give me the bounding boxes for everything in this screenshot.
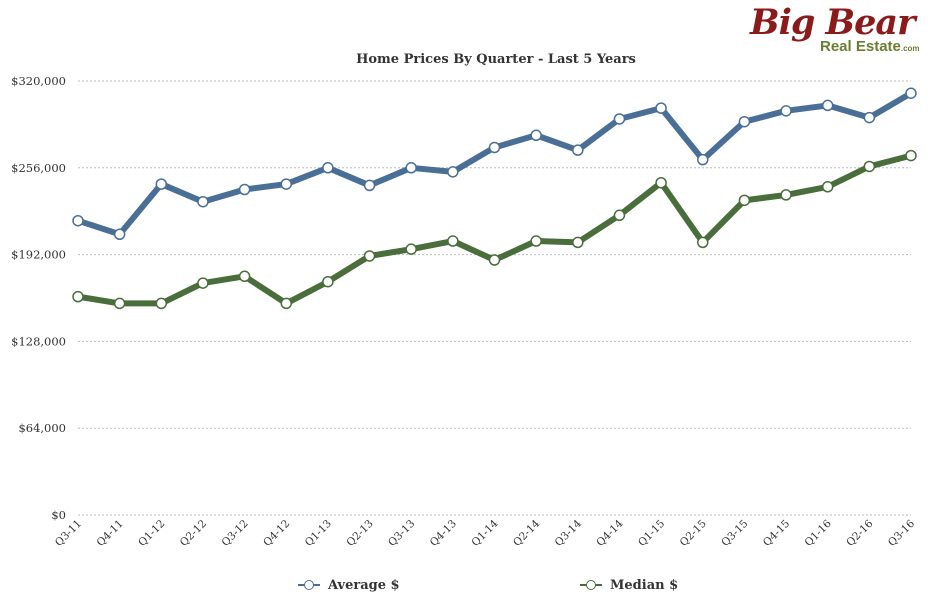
x-tick-label: Q4-11 bbox=[95, 518, 126, 549]
data-point-0 bbox=[197, 195, 209, 208]
x-tick-label: Q4-13 bbox=[428, 518, 459, 549]
data-point-1 bbox=[572, 236, 584, 249]
x-tick-label: Q4-15 bbox=[761, 518, 792, 549]
data-point-1 bbox=[197, 277, 209, 289]
logo-text-top: Big Bear bbox=[750, 2, 916, 43]
x-tick-label: Q3-12 bbox=[219, 518, 250, 549]
x-tick-label: Q2-12 bbox=[178, 518, 209, 549]
chart-title: Home Prices By Quarter - Last 5 Years bbox=[356, 52, 636, 67]
legend-label-average: Average $ bbox=[328, 577, 400, 593]
data-point-1 bbox=[530, 235, 542, 247]
x-tick-label: Q2-14 bbox=[511, 517, 542, 548]
y-tick-label: $64,000 bbox=[18, 421, 66, 435]
data-point-1 bbox=[780, 189, 792, 201]
y-tick-label: $128,000 bbox=[11, 334, 66, 348]
x-tick-label: Q3-14 bbox=[553, 517, 584, 548]
data-point-0 bbox=[155, 178, 168, 190]
legend-item-average[interactable]: Average $ bbox=[298, 575, 400, 595]
data-point-0 bbox=[530, 129, 542, 141]
y-tick-label: $0 bbox=[51, 508, 66, 522]
logo-text-suffix: .com bbox=[900, 44, 920, 53]
company-logo: Big Bear Real Estate.com bbox=[748, 2, 928, 62]
data-point-1 bbox=[238, 270, 251, 283]
data-point-1 bbox=[697, 236, 709, 249]
data-point-0 bbox=[821, 99, 834, 112]
x-tick-label: Q2-16 bbox=[844, 517, 875, 548]
data-point-1 bbox=[155, 297, 168, 310]
data-point-0 bbox=[738, 115, 751, 128]
data-point-1 bbox=[113, 297, 126, 310]
data-point-0 bbox=[280, 178, 292, 190]
data-point-1 bbox=[905, 149, 917, 162]
data-point-0 bbox=[363, 179, 376, 192]
data-point-1 bbox=[363, 250, 376, 262]
logo-text-main: Real Estate bbox=[820, 38, 901, 55]
legend-dot-average bbox=[304, 580, 314, 590]
data-point-1 bbox=[738, 194, 751, 207]
data-point-0 bbox=[780, 105, 792, 117]
legend-marker-median bbox=[580, 579, 602, 591]
x-tick-label: Q4-14 bbox=[594, 517, 625, 548]
data-point-1 bbox=[322, 275, 334, 288]
data-point-0 bbox=[238, 183, 251, 196]
data-point-1 bbox=[655, 176, 667, 189]
y-tick-label: $320,000 bbox=[11, 74, 66, 88]
data-point-0 bbox=[572, 144, 584, 156]
data-point-1 bbox=[863, 160, 876, 173]
data-point-0 bbox=[72, 214, 84, 227]
y-tick-label: $256,000 bbox=[11, 161, 66, 175]
legend-marker-average bbox=[298, 579, 320, 591]
data-point-1 bbox=[280, 297, 292, 310]
data-point-0 bbox=[613, 113, 626, 125]
x-tick-label: Q3-15 bbox=[719, 518, 750, 549]
data-point-0 bbox=[905, 87, 917, 99]
data-point-0 bbox=[488, 141, 501, 154]
legend-label-median: Median $ bbox=[610, 577, 679, 593]
x-tick-label: Q1-13 bbox=[303, 518, 334, 549]
x-tick-label: Q4-12 bbox=[261, 518, 292, 549]
x-tick-label: Q1-16 bbox=[803, 517, 834, 548]
x-tick-label: Q2-15 bbox=[678, 518, 709, 549]
x-tick-label: Q1-12 bbox=[136, 518, 167, 549]
x-tick-label: Q3-13 bbox=[386, 518, 417, 549]
legend-dot-median bbox=[586, 580, 596, 590]
data-point-0 bbox=[655, 102, 667, 114]
x-tick-label: Q1-15 bbox=[636, 518, 667, 549]
data-point-1 bbox=[821, 181, 834, 193]
data-point-1 bbox=[405, 243, 417, 255]
legend-item-median[interactable]: Median $ bbox=[580, 575, 678, 595]
data-point-1 bbox=[72, 290, 84, 303]
data-point-0 bbox=[405, 162, 417, 174]
data-point-0 bbox=[447, 166, 459, 178]
data-point-0 bbox=[322, 162, 334, 174]
data-point-1 bbox=[488, 254, 501, 266]
x-tick-label: Q3-11 bbox=[53, 518, 84, 549]
x-tick-label: Q3-16 bbox=[886, 517, 917, 548]
x-tick-label: Q2-13 bbox=[344, 518, 375, 549]
data-point-0 bbox=[863, 111, 876, 124]
data-point-0 bbox=[697, 153, 709, 166]
x-tick-label: Q1-14 bbox=[469, 517, 500, 548]
data-point-1 bbox=[447, 235, 459, 247]
y-tick-label: $192,000 bbox=[11, 248, 66, 262]
data-point-1 bbox=[613, 209, 626, 222]
data-point-0 bbox=[113, 228, 126, 241]
logo-text-bottom: Real Estate.com bbox=[820, 38, 920, 55]
